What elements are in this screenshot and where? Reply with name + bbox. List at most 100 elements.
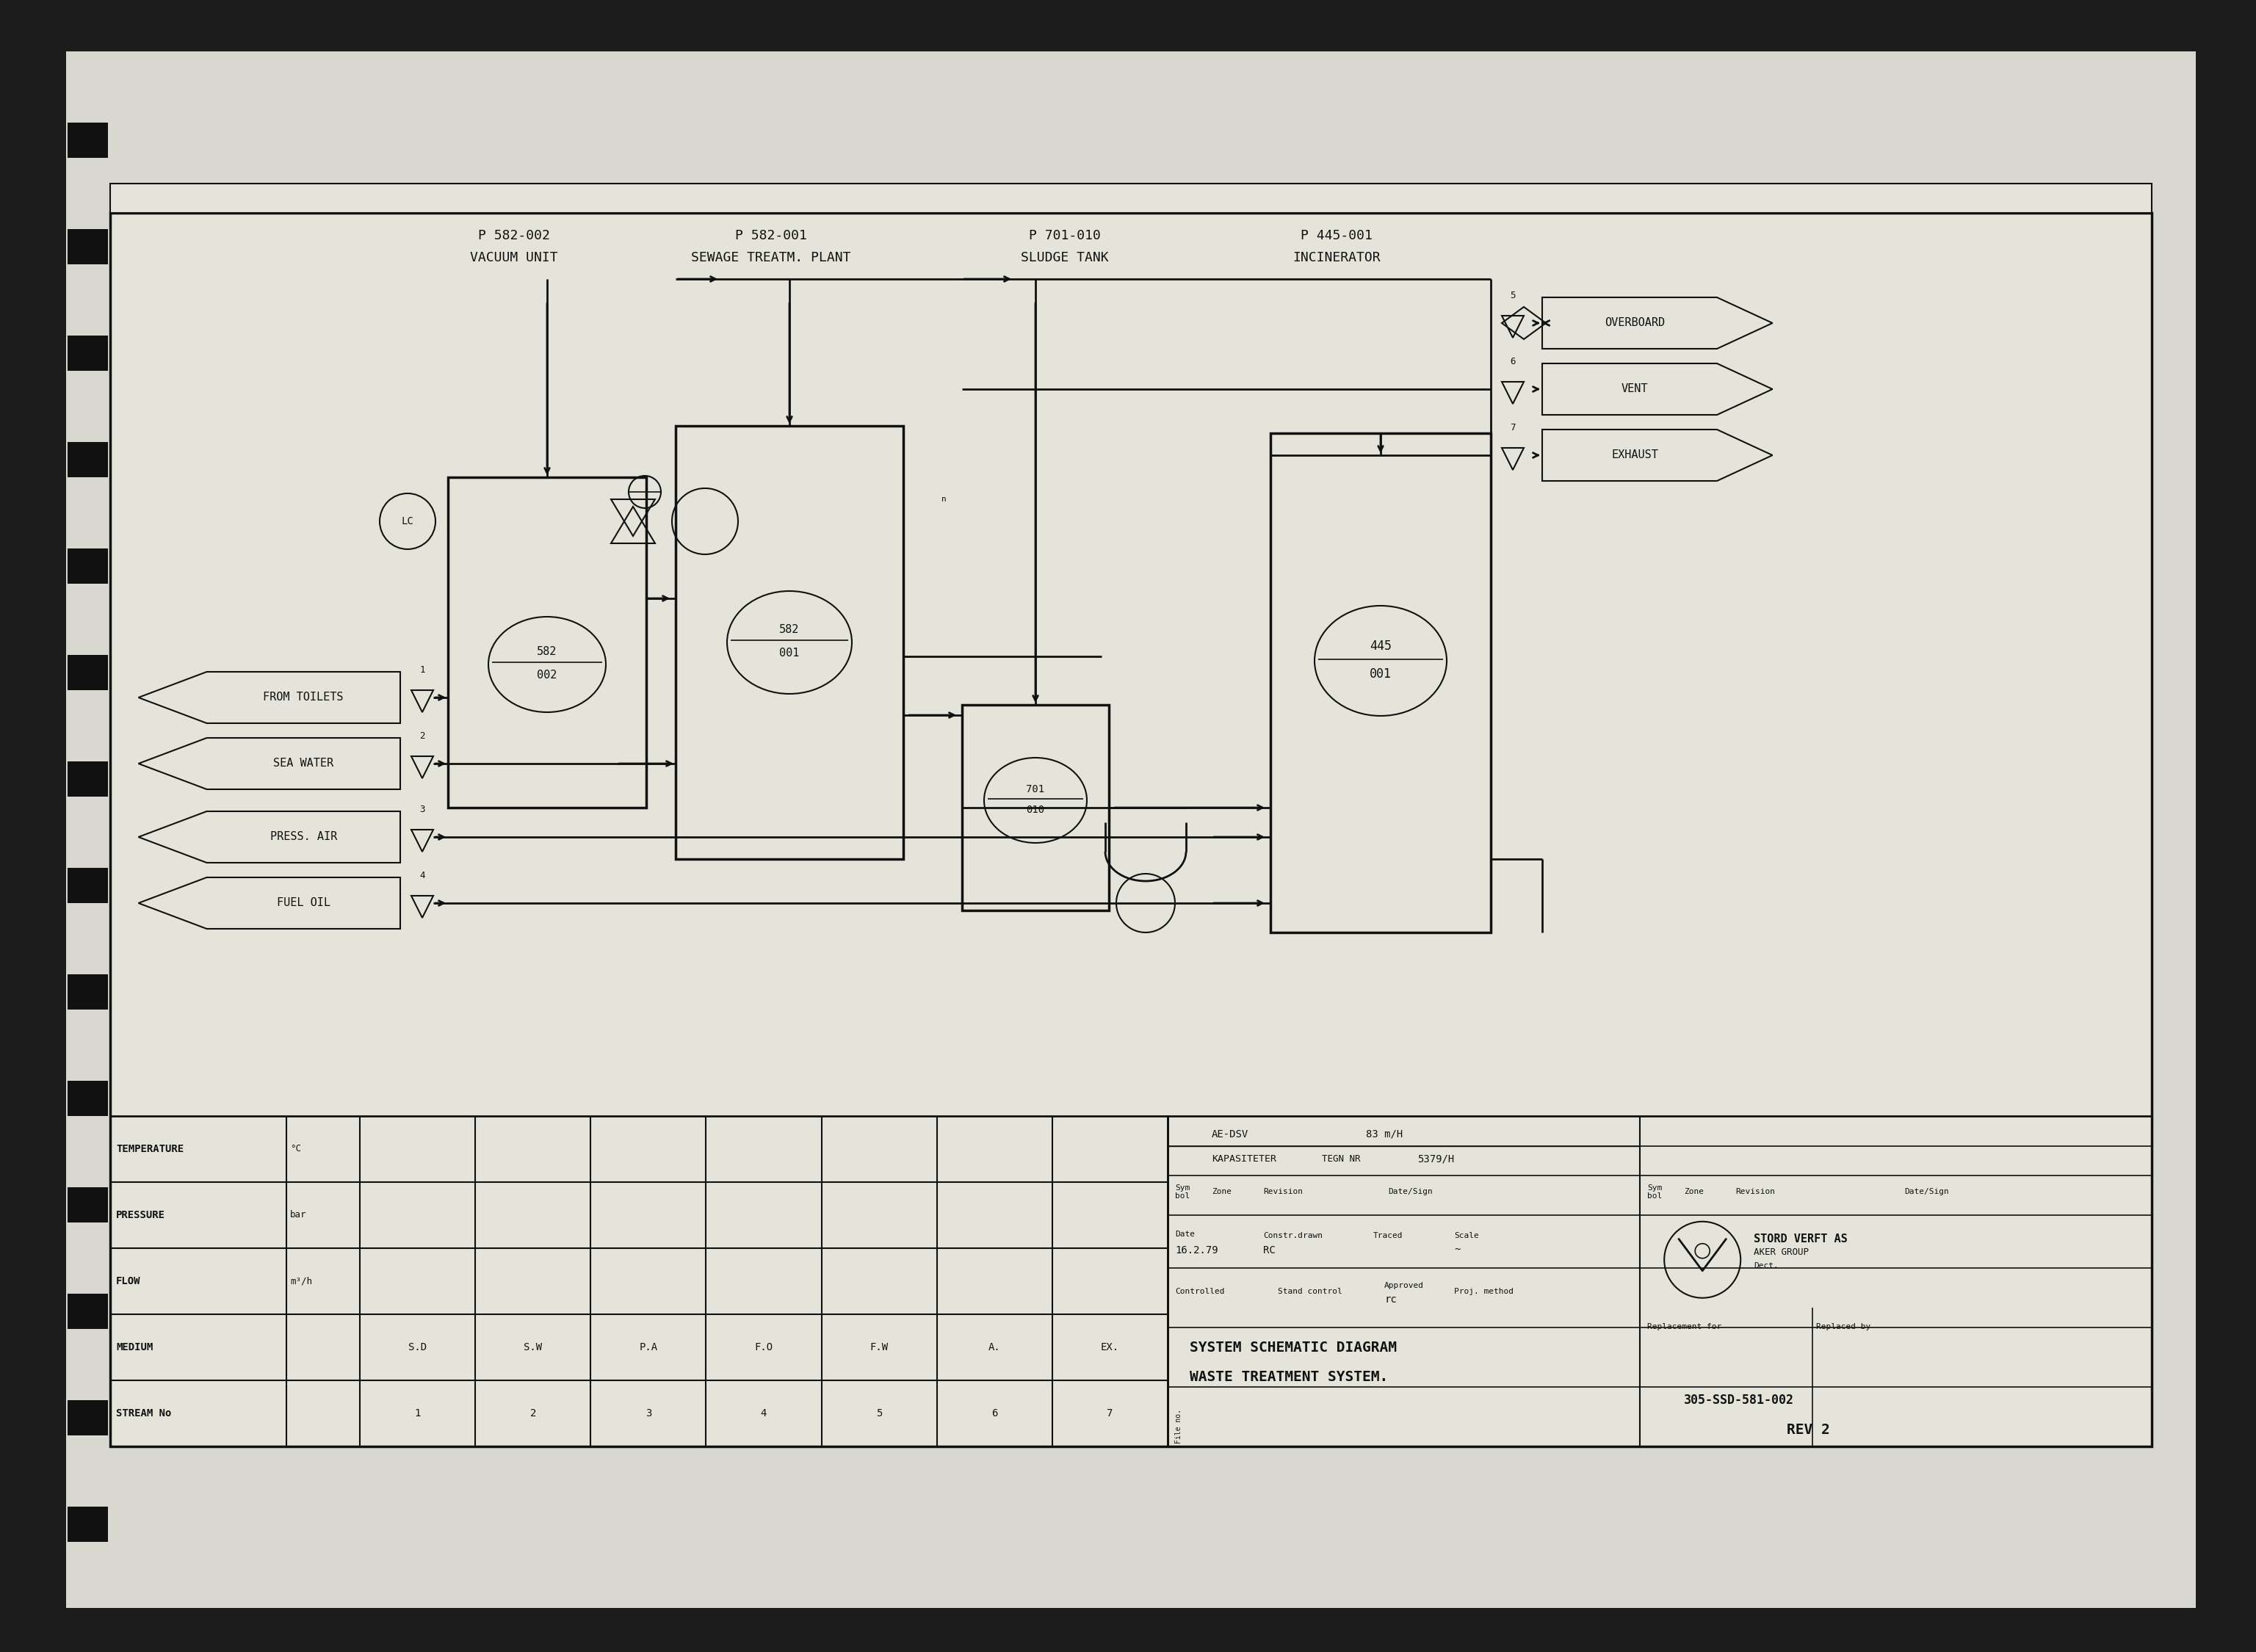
Bar — [111, 183, 2152, 213]
Bar — [68, 443, 108, 477]
Text: REV 2: REV 2 — [1787, 1422, 1830, 1437]
Text: 5379/H: 5379/H — [1417, 1153, 1455, 1165]
Bar — [111, 213, 2152, 1447]
Text: VACUUM UNIT: VACUUM UNIT — [469, 251, 557, 264]
Text: 001: 001 — [778, 648, 799, 659]
Text: RC: RC — [1263, 1246, 1275, 1256]
Text: bar: bar — [291, 1211, 307, 1219]
Text: Revision: Revision — [1263, 1188, 1302, 1196]
Text: 001: 001 — [1369, 667, 1392, 681]
Text: 010: 010 — [1026, 805, 1045, 814]
Text: STORD VERFT AS: STORD VERFT AS — [1753, 1234, 1848, 1244]
Text: PRESSURE: PRESSURE — [115, 1209, 165, 1221]
Bar — [68, 548, 108, 583]
Bar — [68, 654, 108, 691]
Text: Scale: Scale — [1455, 1232, 1480, 1239]
Text: 1: 1 — [415, 1408, 420, 1419]
Text: FUEL OIL: FUEL OIL — [277, 897, 329, 909]
Bar — [68, 975, 108, 1009]
Text: Zone: Zone — [1211, 1188, 1232, 1196]
Text: Replacement for: Replacement for — [1647, 1323, 1721, 1332]
Text: Date/Sign: Date/Sign — [1387, 1188, 1433, 1196]
Text: FROM TOILETS: FROM TOILETS — [264, 692, 343, 704]
Text: SEWAGE TREATM. PLANT: SEWAGE TREATM. PLANT — [690, 251, 851, 264]
Text: AE-DSV: AE-DSV — [1211, 1128, 1248, 1140]
Bar — [111, 1117, 1169, 1447]
Text: OVERBOARD: OVERBOARD — [1604, 317, 1665, 329]
Text: Sym
bol: Sym bol — [1647, 1184, 1663, 1199]
Text: VENT: VENT — [1622, 383, 1649, 395]
Text: rc: rc — [1385, 1295, 1396, 1305]
Bar — [961, 705, 1110, 910]
Text: Approved: Approved — [1385, 1282, 1424, 1289]
Text: 5: 5 — [1509, 291, 1516, 301]
Text: 5: 5 — [875, 1408, 882, 1419]
Bar — [1169, 1117, 2152, 1447]
Bar — [68, 1080, 108, 1117]
Text: Dect.: Dect. — [1753, 1262, 1778, 1269]
Text: 445: 445 — [1369, 639, 1392, 653]
Text: WASTE TREATMENT SYSTEM.: WASTE TREATMENT SYSTEM. — [1189, 1370, 1387, 1384]
Bar — [68, 867, 108, 904]
Text: Traced: Traced — [1374, 1232, 1403, 1239]
Text: 3: 3 — [420, 805, 424, 814]
Text: P 701-010: P 701-010 — [1029, 230, 1101, 243]
Text: 582: 582 — [537, 646, 557, 657]
Bar — [68, 1401, 108, 1436]
Bar — [111, 213, 2152, 1447]
Text: m³/h: m³/h — [291, 1277, 311, 1285]
Text: MEDIUM: MEDIUM — [115, 1341, 153, 1353]
Bar — [68, 1507, 108, 1541]
Bar — [675, 426, 902, 859]
Bar — [68, 1188, 108, 1222]
Text: SEA WATER: SEA WATER — [273, 758, 334, 770]
Text: 701: 701 — [1026, 785, 1045, 795]
Text: 7: 7 — [1509, 423, 1516, 433]
Text: 16.2.79: 16.2.79 — [1175, 1246, 1218, 1256]
Text: PRESS. AIR: PRESS. AIR — [271, 831, 336, 843]
Bar — [68, 122, 108, 159]
Text: TEMPERATURE: TEMPERATURE — [115, 1143, 183, 1155]
Text: INCINERATOR: INCINERATOR — [1293, 251, 1381, 264]
Text: STREAM No: STREAM No — [115, 1408, 171, 1419]
Bar — [449, 477, 645, 808]
Text: LC: LC — [402, 515, 413, 527]
Text: 2: 2 — [530, 1408, 537, 1419]
Text: TEGN NR: TEGN NR — [1322, 1155, 1360, 1163]
Text: 4: 4 — [760, 1408, 767, 1419]
Text: F.W: F.W — [871, 1341, 889, 1353]
Text: 83 m/H: 83 m/H — [1365, 1128, 1403, 1140]
Text: EXHAUST: EXHAUST — [1611, 449, 1658, 461]
Text: AKER GROUP: AKER GROUP — [1753, 1247, 1809, 1257]
Text: Zone: Zone — [1683, 1188, 1703, 1196]
Text: 582: 582 — [778, 624, 799, 634]
Text: SYSTEM SCHEMATIC DIAGRAM: SYSTEM SCHEMATIC DIAGRAM — [1189, 1340, 1396, 1355]
Text: 6: 6 — [1509, 357, 1516, 367]
Text: Sym
bol: Sym bol — [1175, 1184, 1189, 1199]
Text: Proj. method: Proj. method — [1455, 1287, 1514, 1295]
Text: FLOW: FLOW — [115, 1275, 140, 1287]
Text: 7: 7 — [1108, 1408, 1112, 1419]
Text: P 582-001: P 582-001 — [735, 230, 808, 243]
Text: Date/Sign: Date/Sign — [1904, 1188, 1949, 1196]
Text: Replaced by: Replaced by — [1816, 1323, 1870, 1332]
Text: 2: 2 — [420, 730, 424, 740]
Text: Constr.drawn: Constr.drawn — [1263, 1232, 1322, 1239]
Text: S.W: S.W — [523, 1341, 541, 1353]
Text: 6: 6 — [990, 1408, 997, 1419]
Text: KAPASITETER: KAPASITETER — [1211, 1155, 1277, 1163]
Text: A.: A. — [988, 1341, 1002, 1353]
Text: S.D: S.D — [408, 1341, 426, 1353]
Text: Controlled: Controlled — [1175, 1287, 1225, 1295]
Bar — [68, 1294, 108, 1328]
Bar — [68, 762, 108, 796]
Text: n: n — [941, 496, 945, 502]
Text: EX.: EX. — [1101, 1341, 1119, 1353]
Text: 4: 4 — [420, 871, 424, 881]
Text: Date: Date — [1175, 1231, 1196, 1237]
Bar — [68, 230, 108, 264]
Text: Revision: Revision — [1735, 1188, 1775, 1196]
Text: ~: ~ — [1455, 1246, 1460, 1256]
Text: 305-SSD-581-002: 305-SSD-581-002 — [1683, 1394, 1794, 1408]
Text: °C: °C — [291, 1145, 300, 1153]
